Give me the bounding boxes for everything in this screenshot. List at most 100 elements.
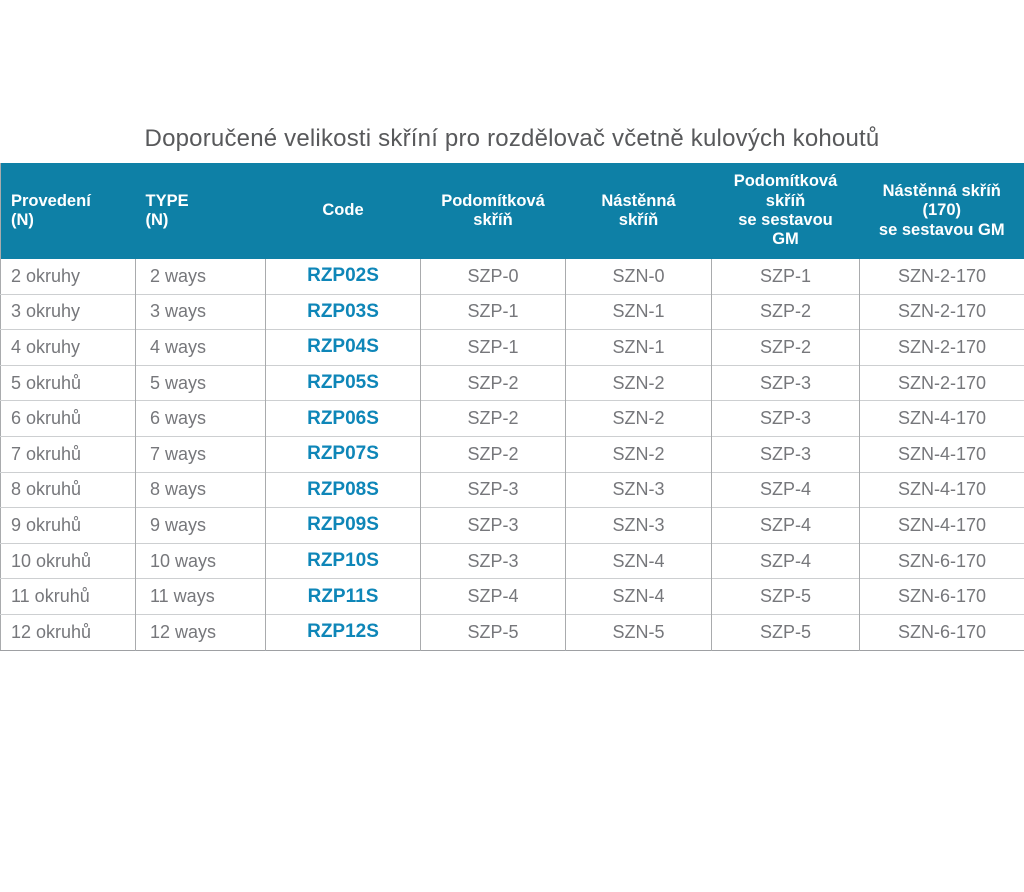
cell-provedeni: 5 okruhů <box>1 365 136 401</box>
cell-nastenna-skrin: SZN-2 <box>566 401 712 437</box>
column-header-podomitkova-skrin: Podomítková skříň <box>421 163 566 259</box>
cell-nastenna-skrin-170-se-sestavou-gm: SZN-4-170 <box>860 436 1024 472</box>
cell-nastenna-skrin: SZN-2 <box>566 436 712 472</box>
cell-podomitkova-skrin-se-sestavou-gm: SZP-3 <box>712 365 860 401</box>
cell-type: 12 ways <box>136 614 266 650</box>
cell-nastenna-skrin: SZN-4 <box>566 543 712 579</box>
cell-provedeni: 11 okruhů <box>1 579 136 615</box>
cell-podomitkova-skrin-se-sestavou-gm: SZP-3 <box>712 436 860 472</box>
cell-nastenna-skrin: SZN-2 <box>566 365 712 401</box>
cell-type: 11 ways <box>136 579 266 615</box>
cell-provedeni: 6 okruhů <box>1 401 136 437</box>
cell-nastenna-skrin-170-se-sestavou-gm: SZN-6-170 <box>860 579 1024 615</box>
cell-nastenna-skrin: SZN-3 <box>566 508 712 544</box>
cell-code: RZP03S <box>266 294 421 330</box>
cell-type: 7 ways <box>136 436 266 472</box>
column-header-code: Code <box>266 163 421 259</box>
cell-code: RZP11S <box>266 579 421 615</box>
cell-podomitkova-skrin-se-sestavou-gm: SZP-4 <box>712 543 860 579</box>
cell-provedeni: 8 okruhů <box>1 472 136 508</box>
cell-code: RZP09S <box>266 508 421 544</box>
cell-nastenna-skrin-170-se-sestavou-gm: SZN-4-170 <box>860 508 1024 544</box>
cell-podomitkova-skrin: SZP-2 <box>421 401 566 437</box>
cell-podomitkova-skrin: SZP-4 <box>421 579 566 615</box>
cell-nastenna-skrin: SZN-1 <box>566 330 712 366</box>
cell-provedeni: 12 okruhů <box>1 614 136 650</box>
column-header-provedeni: Provedení (N) <box>1 163 136 259</box>
cell-nastenna-skrin-170-se-sestavou-gm: SZN-2-170 <box>860 365 1024 401</box>
cell-code: RZP04S <box>266 330 421 366</box>
cell-code: RZP05S <box>266 365 421 401</box>
cell-provedeni: 3 okruhy <box>1 294 136 330</box>
cell-code: RZP08S <box>266 472 421 508</box>
cell-podomitkova-skrin: SZP-1 <box>421 330 566 366</box>
column-header-nastenna-skrin: Nástěnná skříň <box>566 163 712 259</box>
cell-podomitkova-skrin-se-sestavou-gm: SZP-3 <box>712 401 860 437</box>
cell-code: RZP10S <box>266 543 421 579</box>
cell-podomitkova-skrin: SZP-3 <box>421 543 566 579</box>
column-header-type: TYPE (N) <box>136 163 266 259</box>
cell-nastenna-skrin-170-se-sestavou-gm: SZN-4-170 <box>860 401 1024 437</box>
cell-provedeni: 2 okruhy <box>1 259 136 294</box>
cell-podomitkova-skrin: SZP-0 <box>421 259 566 294</box>
cell-nastenna-skrin: SZN-5 <box>566 614 712 650</box>
cell-podomitkova-skrin-se-sestavou-gm: SZP-4 <box>712 472 860 508</box>
cell-type: 2 ways <box>136 259 266 294</box>
cell-nastenna-skrin-170-se-sestavou-gm: SZN-2-170 <box>860 294 1024 330</box>
cell-podomitkova-skrin-se-sestavou-gm: SZP-2 <box>712 294 860 330</box>
cell-podomitkova-skrin-se-sestavou-gm: SZP-5 <box>712 614 860 650</box>
cell-provedeni: 10 okruhů <box>1 543 136 579</box>
page-title: Doporučené velikosti skříní pro rozdělov… <box>0 124 1024 154</box>
cell-type: 3 ways <box>136 294 266 330</box>
cell-podomitkova-skrin: SZP-2 <box>421 436 566 472</box>
cell-type: 9 ways <box>136 508 266 544</box>
cell-podomitkova-skrin: SZP-3 <box>421 472 566 508</box>
cell-code: RZP06S <box>266 401 421 437</box>
cell-code: RZP12S <box>266 614 421 650</box>
cell-nastenna-skrin-170-se-sestavou-gm: SZN-2-170 <box>860 330 1024 366</box>
cell-podomitkova-skrin-se-sestavou-gm: SZP-2 <box>712 330 860 366</box>
cell-type: 8 ways <box>136 472 266 508</box>
cell-type: 10 ways <box>136 543 266 579</box>
cell-type: 6 ways <box>136 401 266 437</box>
cell-provedeni: 7 okruhů <box>1 436 136 472</box>
cell-nastenna-skrin: SZN-3 <box>566 472 712 508</box>
cell-nastenna-skrin-170-se-sestavou-gm: SZN-6-170 <box>860 614 1024 650</box>
cell-provedeni: 9 okruhů <box>1 508 136 544</box>
cell-podomitkova-skrin-se-sestavou-gm: SZP-4 <box>712 508 860 544</box>
cell-podomitkova-skrin: SZP-3 <box>421 508 566 544</box>
cell-provedeni: 4 okruhy <box>1 330 136 366</box>
cell-type: 5 ways <box>136 365 266 401</box>
column-header-nastenna-skrin-170-se-sestavou-gm: Nástěnná skříň (170) se sestavou GM <box>860 163 1024 259</box>
cell-podomitkova-skrin: SZP-1 <box>421 294 566 330</box>
cell-nastenna-skrin-170-se-sestavou-gm: SZN-4-170 <box>860 472 1024 508</box>
cell-podomitkova-skrin-se-sestavou-gm: SZP-1 <box>712 259 860 294</box>
cell-nastenna-skrin: SZN-1 <box>566 294 712 330</box>
cell-nastenna-skrin-170-se-sestavou-gm: SZN-2-170 <box>860 259 1024 294</box>
cell-podomitkova-skrin: SZP-5 <box>421 614 566 650</box>
cell-code: RZP02S <box>266 259 421 294</box>
cell-nastenna-skrin: SZN-4 <box>566 579 712 615</box>
cell-podomitkova-skrin: SZP-2 <box>421 365 566 401</box>
column-header-podomitkova-skrin-se-sestavou-gm: Podomítková skříň se sestavou GM <box>712 163 860 259</box>
cell-nastenna-skrin: SZN-0 <box>566 259 712 294</box>
cell-type: 4 ways <box>136 330 266 366</box>
cell-nastenna-skrin-170-se-sestavou-gm: SZN-6-170 <box>860 543 1024 579</box>
cell-podomitkova-skrin-se-sestavou-gm: SZP-5 <box>712 579 860 615</box>
cell-code: RZP07S <box>266 436 421 472</box>
